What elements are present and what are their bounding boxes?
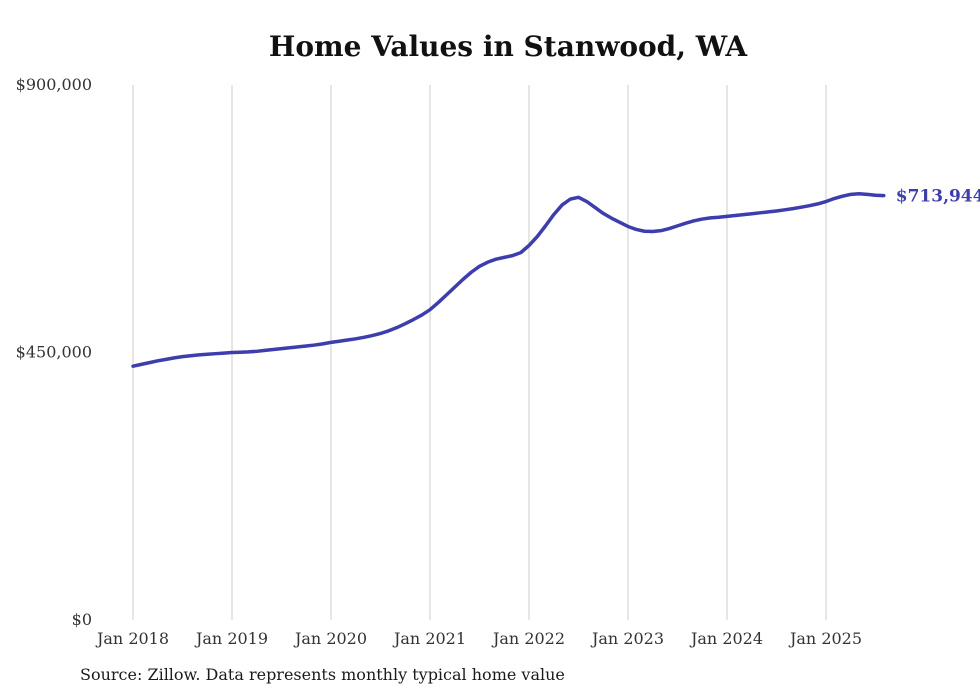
chart-title: Home Values in Stanwood, WA — [268, 30, 748, 63]
x-tick-label: Jan 2020 — [293, 629, 367, 648]
x-tick-label: Jan 2023 — [590, 629, 664, 648]
x-tick-label: Jan 2018 — [95, 629, 169, 648]
x-tick-label: Jan 2025 — [788, 629, 862, 648]
y-tick-label: $450,000 — [16, 343, 92, 362]
x-tick-label: Jan 2022 — [491, 629, 565, 648]
y-tick-label: $900,000 — [16, 75, 92, 94]
latest-value-label: $713,944 — [896, 187, 980, 207]
x-tick-label: Jan 2019 — [194, 629, 268, 648]
x-tick-label: Jan 2021 — [392, 629, 466, 648]
source-note: Source: Zillow. Data represents monthly … — [80, 665, 565, 684]
y-tick-label: $0 — [72, 610, 92, 629]
x-tick-label: Jan 2024 — [689, 629, 763, 648]
value-line — [131, 192, 886, 368]
